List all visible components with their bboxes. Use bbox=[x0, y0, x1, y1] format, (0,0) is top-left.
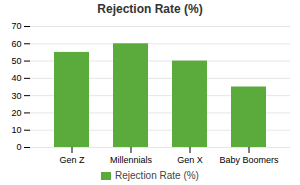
svg-text:40: 40 bbox=[11, 73, 21, 83]
html-text:Rejection Rate (%): Rejection Rate (%) bbox=[97, 2, 203, 16]
svg-text:Baby Boomers: Baby Boomers bbox=[219, 155, 279, 165]
html-text:Rejection Rate (%): Rejection Rate (%) bbox=[115, 170, 199, 181]
svg-text:Gen X: Gen X bbox=[177, 155, 203, 165]
svg-text:30: 30 bbox=[11, 91, 21, 101]
svg-text:60: 60 bbox=[11, 39, 21, 49]
svg-text:70: 70 bbox=[11, 21, 21, 31]
svg-text:0: 0 bbox=[16, 142, 21, 152]
svg-text:Gen Z: Gen Z bbox=[59, 155, 85, 165]
svg-text:20: 20 bbox=[11, 108, 21, 118]
svg-text:Millennials: Millennials bbox=[110, 155, 153, 165]
svg-text:10: 10 bbox=[11, 125, 21, 135]
svg-text:50: 50 bbox=[11, 56, 21, 66]
